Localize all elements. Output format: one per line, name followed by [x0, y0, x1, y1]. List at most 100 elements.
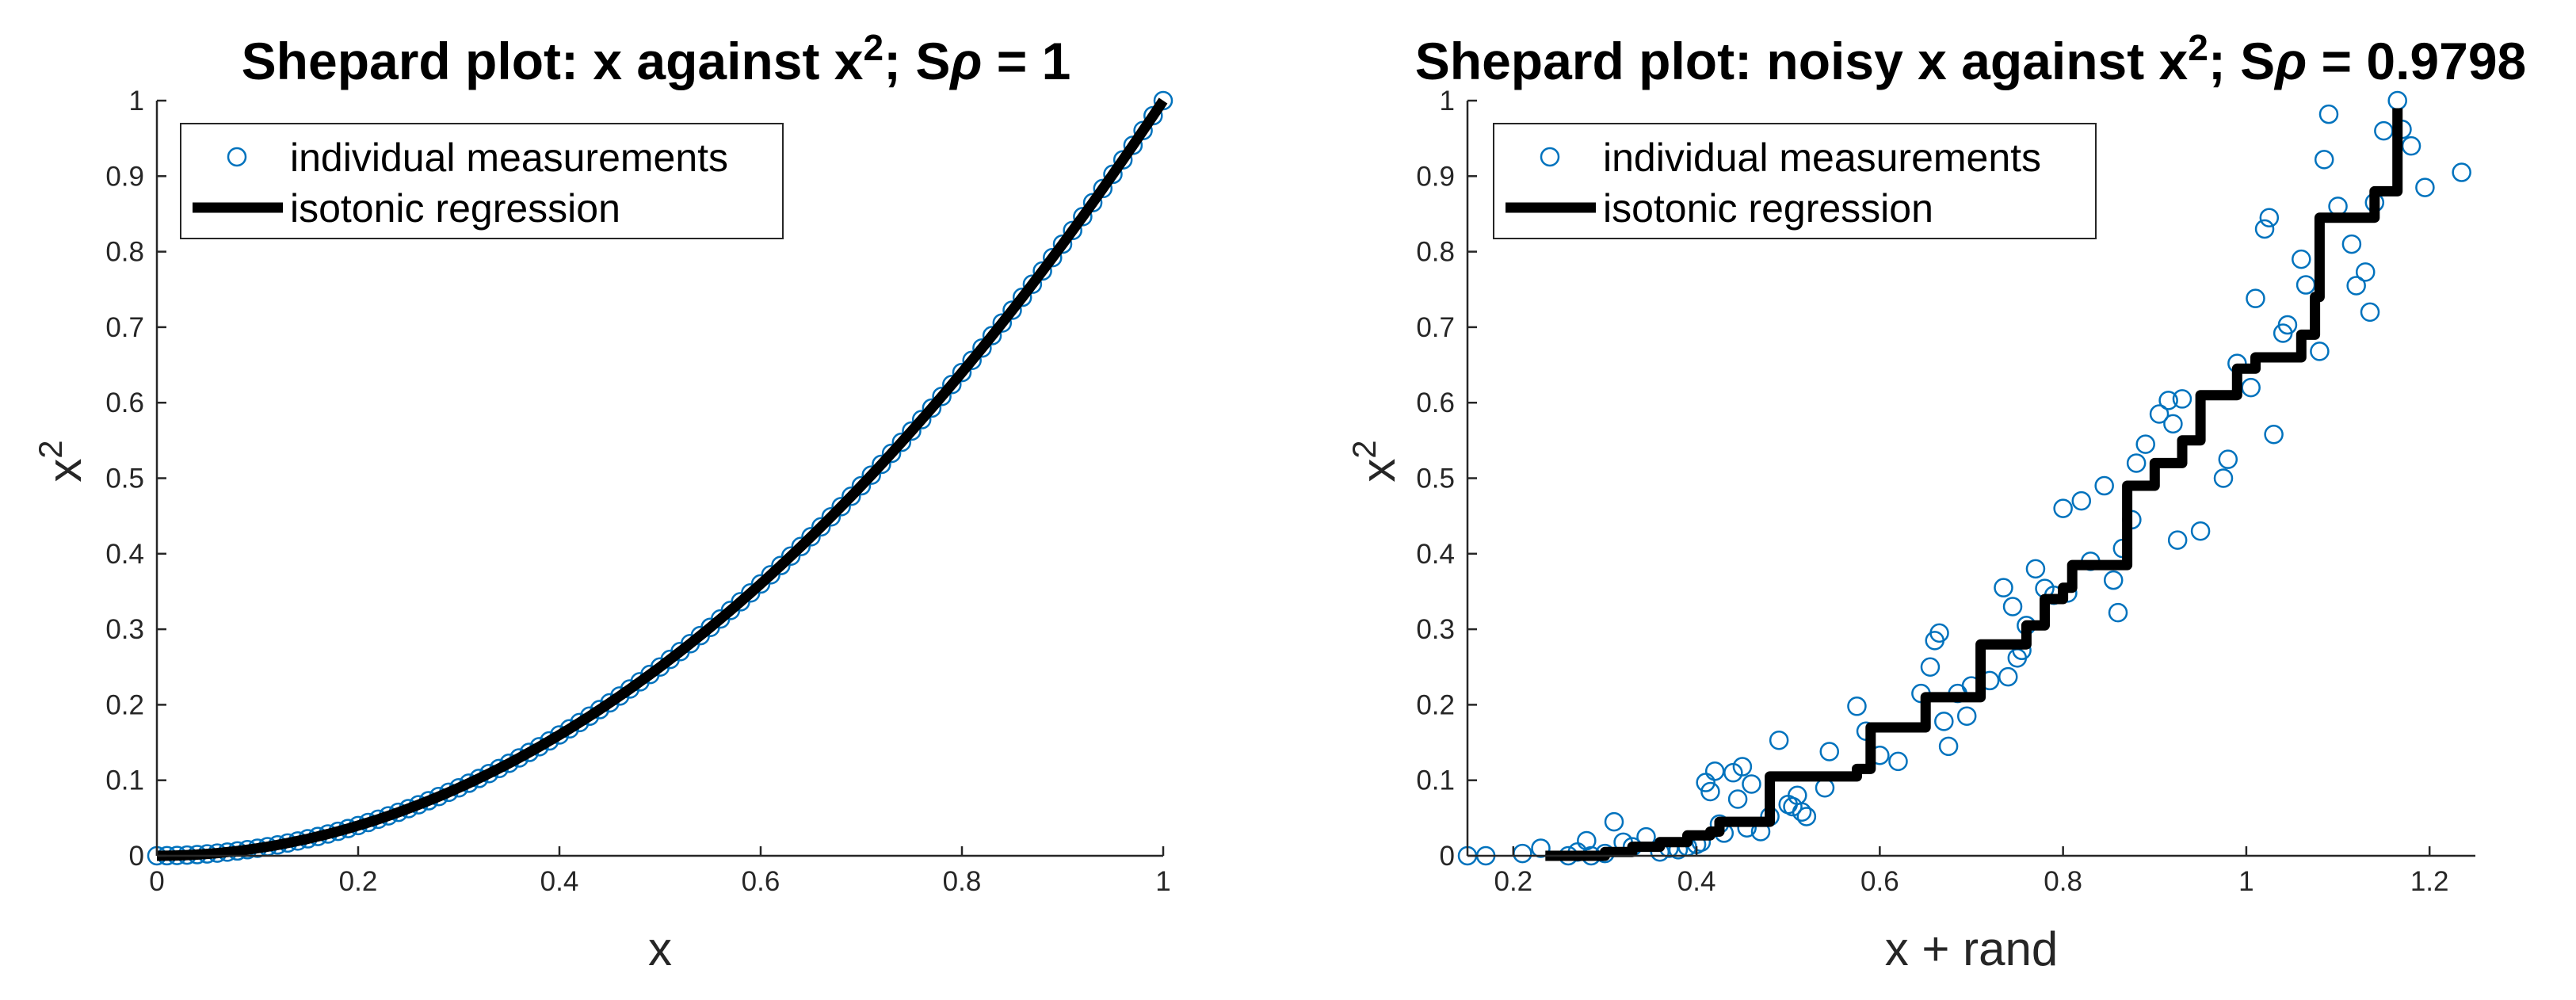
right-y-tick-label: 0.6: [1416, 387, 1455, 418]
measurement-point: [2190, 521, 2211, 541]
measurement-point: [841, 487, 861, 506]
panel-right: Shepard plot: noisy x against x2; Sρ = 0…: [1345, 27, 2526, 975]
left-x-tick-label: 0.4: [540, 866, 579, 897]
measurement-point: [831, 497, 851, 517]
right-y-tick-label: 0: [1440, 841, 1455, 872]
left-y-axis-label: x2: [32, 440, 91, 482]
measurement-point: [2259, 208, 2280, 227]
measurement-point: [851, 475, 872, 496]
measurement-point: [1732, 757, 1753, 777]
measurement-point: [962, 350, 982, 370]
measurement-point: [2167, 530, 2188, 550]
measurement-point: [1531, 838, 1551, 858]
measurement-point: [2126, 453, 2147, 473]
measurement-point: [1727, 789, 1748, 809]
left-y-tick-label: 0.9: [105, 161, 144, 192]
measurement-point: [801, 527, 821, 547]
left-y-tick-label: 0.5: [105, 464, 144, 494]
measurement-point: [2277, 315, 2298, 335]
left-axes: [155, 99, 1165, 857]
measurement-point: [1742, 774, 1761, 794]
measurement-point: [2213, 468, 2234, 488]
right-y-tick-label: 0.7: [1416, 312, 1455, 343]
right-y-tick-label: 0.4: [1416, 539, 1455, 570]
measurement-point: [922, 398, 942, 418]
measurement-point: [942, 374, 962, 395]
right-axes: [1466, 99, 2475, 857]
right-legend-entry-isotonic: isotonic regression: [1603, 186, 1933, 231]
left-x-tick-label: 0.8: [943, 866, 982, 897]
left-y-tick-label: 0.6: [105, 387, 144, 418]
measurement-point: [1704, 761, 1725, 781]
measurement-point: [2314, 150, 2334, 170]
measurement-point: [1002, 300, 1022, 320]
measurement-point: [1888, 751, 1908, 772]
measurement-point: [2346, 276, 2366, 296]
left-y-tick-label: 0.4: [105, 539, 144, 570]
left-y-tick-label: 0.3: [105, 614, 144, 645]
left-legend-entry-isotonic: isotonic regression: [290, 186, 620, 231]
measurement-point: [2002, 597, 2023, 616]
right-x-tick-label: 0.8: [2044, 866, 2082, 897]
measurement-point: [861, 465, 881, 485]
measurement-point: [2149, 404, 2170, 424]
left-plot-area: [147, 90, 1174, 866]
measurement-point: [1012, 287, 1032, 307]
right-legend-marker-icon: [1540, 147, 1560, 167]
measurement-point: [1920, 657, 1941, 677]
measurement-point: [881, 443, 902, 464]
measurement-point: [2172, 389, 2192, 409]
measurement-point: [2310, 342, 2330, 361]
measurement-point: [992, 313, 1013, 333]
measurement-point: [2292, 249, 2311, 269]
measurement-point: [2163, 414, 2183, 434]
right-legend-box: [1493, 123, 2097, 239]
measurement-point: [1847, 697, 1867, 716]
right-y-axis-label: x2: [1345, 440, 1405, 482]
measurement-point: [1929, 623, 1949, 643]
right-x-tick-label: 0.2: [1494, 866, 1532, 897]
measurement-point: [1998, 666, 2018, 687]
right-x-tick-label: 0.6: [1860, 866, 1899, 897]
measurement-point: [1769, 730, 1789, 750]
measurement-point: [1792, 802, 1812, 822]
measurement-point: [1052, 234, 1073, 254]
measurement-point: [2341, 234, 2362, 254]
right-isotonic-regression-line: [1545, 108, 2403, 861]
left-x-tick-label: 1: [1155, 866, 1170, 897]
left-y-tick-label: 0.8: [105, 237, 144, 268]
measurement-point: [1022, 274, 1043, 294]
measurement-point: [2415, 177, 2435, 197]
measurement-point: [2094, 475, 2114, 496]
right-title: Shepard plot: noisy x against x2; Sρ = 0…: [1415, 27, 2527, 90]
left-x-tick-label: 0.2: [339, 866, 378, 897]
measurement-point: [1604, 811, 1624, 832]
right-y-tick-label: 0.2: [1416, 689, 1455, 720]
right-y-tick-label: 1: [1440, 86, 1455, 116]
right-x-axis-label: x + rand: [1885, 922, 2058, 975]
right-x-tick-labels: 0.2 0.4 0.6 0.8 1 1.2: [1494, 866, 2448, 897]
measurement-point: [2053, 498, 2073, 518]
measurement-point: [2246, 288, 2265, 308]
left-legend-marker-icon: [227, 147, 247, 167]
left-y-tick-label: 0.2: [105, 689, 144, 720]
left-x-axis-label: x: [648, 922, 672, 975]
measurement-point: [2103, 570, 2124, 590]
right-legend-entry-measurements: individual measurements: [1603, 135, 2041, 180]
right-y-tick-label: 0.9: [1416, 161, 1455, 192]
measurement-point: [1934, 712, 1954, 731]
left-y-tick-label: 0.7: [105, 312, 144, 343]
measurement-point: [2158, 391, 2178, 410]
measurement-point: [2264, 424, 2284, 445]
measurement-point: [1956, 706, 1977, 726]
measurement-point: [1796, 807, 1817, 826]
left-legend-box: [180, 123, 784, 239]
right-legend: individual measurements isotonic regress…: [1493, 123, 2097, 239]
measurement-point: [2452, 162, 2471, 182]
right-x-tick-label: 1: [2238, 866, 2254, 897]
measurement-point: [902, 421, 922, 441]
right-y-tick-labels: 0 0.1 0.2 0.3 0.4 0.5 0.6 0.7 0.8 0.9 1: [1416, 86, 1455, 872]
measurement-point: [911, 410, 932, 429]
right-y-tick-label: 0.1: [1416, 765, 1455, 796]
left-legend: individual measurements isotonic regress…: [180, 123, 784, 239]
